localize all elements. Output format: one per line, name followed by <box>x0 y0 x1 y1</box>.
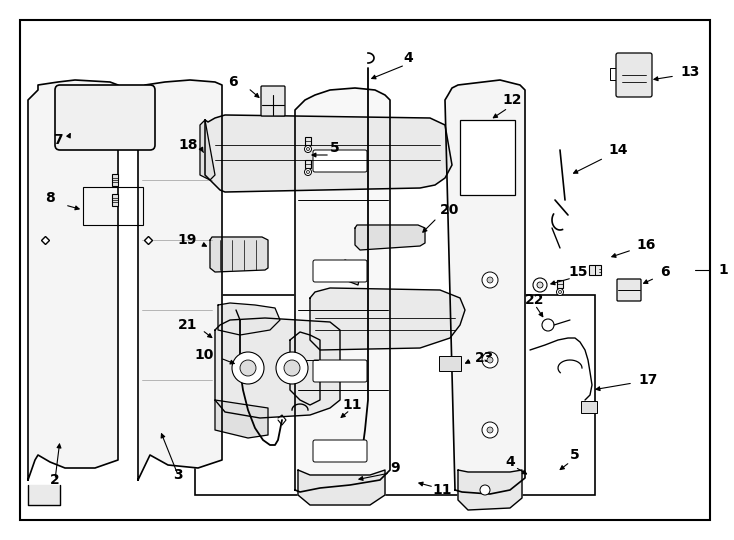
Circle shape <box>307 147 310 151</box>
Polygon shape <box>215 400 268 438</box>
Circle shape <box>276 352 308 384</box>
FancyBboxPatch shape <box>313 150 367 172</box>
FancyBboxPatch shape <box>617 279 641 301</box>
FancyBboxPatch shape <box>313 360 367 382</box>
Text: 23: 23 <box>475 351 495 365</box>
Text: 11: 11 <box>432 483 451 497</box>
Text: 16: 16 <box>636 238 655 252</box>
Circle shape <box>305 145 311 152</box>
Text: 13: 13 <box>680 65 700 79</box>
Text: 2: 2 <box>50 473 60 487</box>
Circle shape <box>556 288 564 295</box>
Circle shape <box>482 422 498 438</box>
Text: 8: 8 <box>46 191 55 205</box>
Circle shape <box>487 277 493 283</box>
FancyBboxPatch shape <box>313 260 367 282</box>
Text: 15: 15 <box>568 265 588 279</box>
Polygon shape <box>210 237 268 272</box>
Bar <box>112 194 118 206</box>
Circle shape <box>559 291 562 294</box>
Text: 22: 22 <box>526 293 545 307</box>
Circle shape <box>533 278 547 292</box>
Polygon shape <box>310 288 465 350</box>
Circle shape <box>284 360 300 376</box>
Polygon shape <box>355 225 425 250</box>
Text: 14: 14 <box>608 143 628 157</box>
Polygon shape <box>295 88 390 492</box>
Text: 4: 4 <box>403 51 413 65</box>
Bar <box>460 120 515 195</box>
Circle shape <box>482 352 498 368</box>
Bar <box>195 295 595 495</box>
Bar <box>557 280 563 288</box>
Bar <box>112 173 118 186</box>
Text: 3: 3 <box>173 468 183 482</box>
Polygon shape <box>28 485 60 505</box>
FancyBboxPatch shape <box>581 401 597 413</box>
Circle shape <box>482 272 498 288</box>
Circle shape <box>542 319 554 331</box>
Bar <box>589 265 601 275</box>
Text: 10: 10 <box>195 348 214 362</box>
Text: 12: 12 <box>502 93 522 107</box>
Text: 6: 6 <box>660 265 669 279</box>
Circle shape <box>480 485 490 495</box>
Text: 18: 18 <box>178 138 198 152</box>
FancyBboxPatch shape <box>313 440 367 462</box>
Text: 17: 17 <box>638 373 658 387</box>
Text: 6: 6 <box>228 75 238 89</box>
FancyBboxPatch shape <box>55 85 155 150</box>
Polygon shape <box>340 260 360 285</box>
Polygon shape <box>138 80 222 480</box>
Circle shape <box>305 168 311 176</box>
Text: 20: 20 <box>440 203 459 217</box>
Polygon shape <box>298 470 385 505</box>
Circle shape <box>240 360 256 376</box>
FancyBboxPatch shape <box>616 53 652 97</box>
Polygon shape <box>200 120 215 180</box>
Polygon shape <box>215 318 340 418</box>
Polygon shape <box>28 80 118 480</box>
Text: 21: 21 <box>178 318 197 332</box>
FancyBboxPatch shape <box>439 356 461 371</box>
Text: 1: 1 <box>718 263 727 277</box>
Polygon shape <box>458 470 522 510</box>
Text: 5: 5 <box>570 448 580 462</box>
Polygon shape <box>205 115 452 192</box>
Circle shape <box>307 171 310 173</box>
Polygon shape <box>218 303 280 335</box>
Circle shape <box>537 282 543 288</box>
Text: 19: 19 <box>178 233 197 247</box>
FancyBboxPatch shape <box>261 86 285 116</box>
Text: 5: 5 <box>330 141 340 155</box>
Polygon shape <box>290 332 320 405</box>
Bar <box>305 137 311 145</box>
Text: 11: 11 <box>342 398 362 412</box>
Text: 9: 9 <box>390 461 400 475</box>
Circle shape <box>487 427 493 433</box>
Text: 7: 7 <box>54 133 63 147</box>
Circle shape <box>487 357 493 363</box>
Bar <box>305 160 311 168</box>
Bar <box>83 187 143 225</box>
Text: 4: 4 <box>505 455 515 469</box>
Polygon shape <box>445 80 525 494</box>
Circle shape <box>232 352 264 384</box>
